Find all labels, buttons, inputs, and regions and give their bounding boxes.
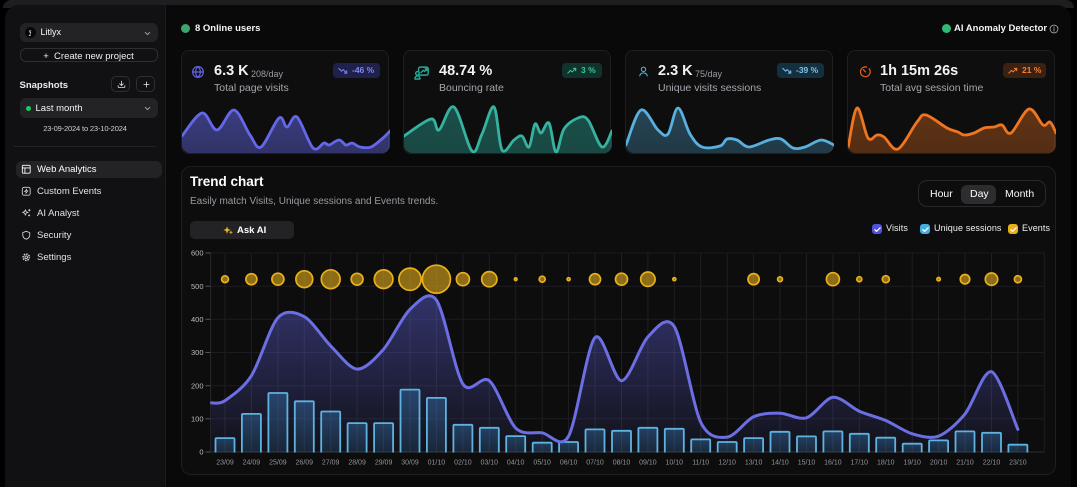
svg-text:27/09: 27/09	[322, 460, 340, 467]
svg-text:600: 600	[191, 249, 204, 258]
svg-text:24/09: 24/09	[243, 460, 261, 467]
svg-text:25/09: 25/09	[269, 460, 287, 467]
svg-text:11/10: 11/10	[692, 460, 709, 467]
svg-text:12/10: 12/10	[718, 460, 736, 467]
svg-text:18/10: 18/10	[877, 460, 895, 467]
svg-text:10/10: 10/10	[666, 460, 684, 467]
svg-text:300: 300	[191, 348, 204, 357]
svg-text:14/10: 14/10	[771, 460, 789, 467]
svg-text:23/09: 23/09	[216, 460, 234, 467]
svg-text:30/09: 30/09	[401, 460, 419, 467]
svg-text:29/09: 29/09	[375, 460, 393, 467]
svg-text:28/09: 28/09	[348, 460, 366, 467]
svg-text:400: 400	[191, 315, 204, 324]
svg-text:07/10: 07/10	[586, 460, 604, 467]
svg-text:03/10: 03/10	[481, 460, 499, 467]
svg-text:09/10: 09/10	[639, 460, 657, 467]
svg-text:17/10: 17/10	[851, 460, 869, 467]
svg-text:23/10: 23/10	[1009, 460, 1027, 467]
svg-text:26/09: 26/09	[296, 460, 314, 467]
svg-text:20/10: 20/10	[930, 460, 948, 467]
svg-text:19/10: 19/10	[903, 460, 921, 467]
svg-text:05/10: 05/10	[533, 460, 551, 467]
svg-text:0: 0	[199, 448, 203, 457]
svg-text:08/10: 08/10	[613, 460, 631, 467]
svg-text:06/10: 06/10	[560, 460, 578, 467]
svg-text:01/10: 01/10	[428, 460, 446, 467]
svg-text:16/10: 16/10	[824, 460, 842, 467]
svg-text:13/10: 13/10	[745, 460, 763, 467]
svg-text:02/10: 02/10	[454, 460, 472, 467]
svg-text:500: 500	[191, 282, 204, 291]
svg-text:100: 100	[191, 414, 204, 423]
svg-text:21/10: 21/10	[956, 460, 974, 467]
svg-text:22/10: 22/10	[983, 460, 1001, 467]
svg-text:04/10: 04/10	[507, 460, 525, 467]
svg-text:200: 200	[191, 381, 204, 390]
svg-text:15/10: 15/10	[798, 460, 816, 467]
